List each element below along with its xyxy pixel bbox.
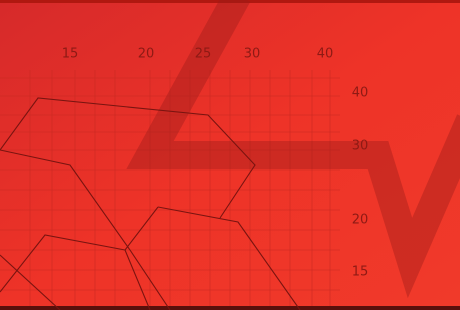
scale-label: 40 bbox=[352, 86, 369, 101]
scale-label: 30 bbox=[352, 139, 369, 154]
page: {"top_scale": ["15", "20", "25", "30", "… bbox=[0, 0, 460, 310]
scale-label: 15 bbox=[62, 47, 79, 62]
scale-label: 40 bbox=[317, 47, 334, 62]
scale-label: 20 bbox=[352, 213, 369, 228]
scale-label: 15 bbox=[352, 265, 369, 280]
scale-label: 25 bbox=[195, 47, 212, 62]
artwork: 15 20 25 30 40 40 30 20 15 bbox=[0, 0, 460, 310]
scale-label: 30 bbox=[244, 47, 261, 62]
scale-label: 20 bbox=[138, 47, 155, 62]
bottom-rule bbox=[0, 306, 460, 310]
